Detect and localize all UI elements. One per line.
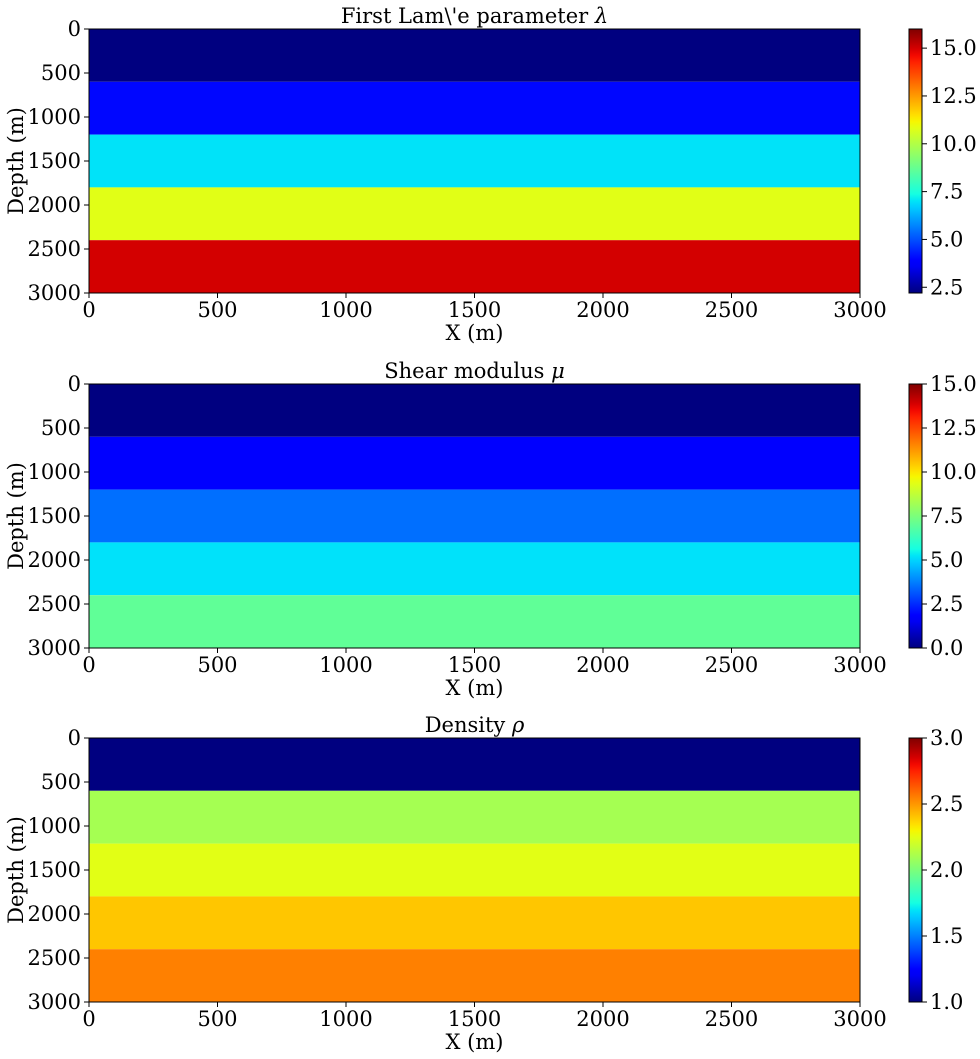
y-tick-label: 2000 — [28, 193, 81, 217]
colorbar-tick-label: 5.0 — [930, 548, 963, 572]
x-tick-label: 0 — [82, 1007, 95, 1031]
y-tick-label: 500 — [41, 770, 81, 794]
x-axis-label: X (m) — [446, 676, 504, 700]
y-tick-label: 1500 — [28, 149, 81, 173]
layer-3 — [89, 187, 860, 241]
colorbar-tick-label: 5.0 — [930, 227, 963, 251]
colorbar-tick-label: 12.5 — [930, 84, 977, 108]
colorbar-tick-label: 0.0 — [930, 636, 963, 660]
x-tick-label: 1000 — [319, 653, 372, 677]
x-axis-label: X (m) — [446, 321, 504, 345]
x-tick-label: 3000 — [833, 298, 886, 322]
layer-4 — [89, 595, 860, 648]
x-tick-label: 2500 — [705, 1007, 758, 1031]
x-tick-label: 2000 — [576, 1007, 629, 1031]
y-tick-label: 3000 — [28, 281, 81, 305]
y-tick-label: 3000 — [28, 636, 81, 660]
layer-3 — [89, 542, 860, 596]
colorbar-tick-label: 15.0 — [930, 372, 977, 396]
colorbar-tick-label: 7.5 — [930, 180, 963, 204]
layer-1 — [89, 790, 860, 844]
chart-title: Density ρ — [425, 713, 525, 737]
colorbar — [908, 383, 923, 649]
x-tick-label: 2500 — [705, 298, 758, 322]
layer-3 — [89, 896, 860, 950]
colorbar-tick-label: 2.0 — [930, 858, 963, 882]
y-tick-label: 2000 — [28, 902, 81, 926]
y-tick-label: 1000 — [28, 105, 81, 129]
x-tick-label: 1000 — [319, 1007, 372, 1031]
y-tick-label: 0 — [68, 726, 81, 750]
x-tick-label: 1000 — [319, 298, 372, 322]
y-tick-label: 0 — [68, 17, 81, 41]
y-tick-label: 500 — [41, 416, 81, 440]
x-tick-label: 2000 — [576, 653, 629, 677]
y-tick-label: 1500 — [28, 858, 81, 882]
layer-1 — [89, 81, 860, 135]
layer-4 — [89, 240, 860, 293]
y-axis-label: Depth (m) — [4, 816, 28, 924]
colorbar-tick-label: 2.5 — [930, 792, 963, 816]
x-tick-label: 1500 — [448, 298, 501, 322]
y-tick-label: 1000 — [28, 814, 81, 838]
layer-0 — [89, 29, 860, 82]
x-tick-label: 1500 — [448, 1007, 501, 1031]
layer-1 — [89, 436, 860, 490]
colorbar — [908, 737, 923, 1003]
x-tick-label: 3000 — [833, 653, 886, 677]
colorbar-tick-label: 12.5 — [930, 416, 977, 440]
layer-2 — [89, 134, 860, 188]
x-tick-label: 500 — [197, 1007, 237, 1031]
y-axis-label: Depth (m) — [4, 107, 28, 215]
y-axis-label: Depth (m) — [4, 462, 28, 570]
colorbar-tick-label: 2.5 — [930, 275, 963, 299]
layer-0 — [89, 738, 860, 791]
x-tick-label: 2000 — [576, 298, 629, 322]
x-tick-label: 0 — [82, 653, 95, 677]
x-tick-label: 500 — [197, 298, 237, 322]
colorbar-tick-label: 1.5 — [930, 924, 963, 948]
density-panel: 0 500 1000 1500 2000 2500 30000500100015002000… — [4, 713, 963, 1054]
y-tick-label: 1000 — [28, 460, 81, 484]
lame-lambda-panel: 0 500 1000 1500 2000 2500 30000500100015002000… — [4, 4, 977, 345]
chart-title: Shear modulus μ — [384, 359, 564, 383]
y-tick-label: 2500 — [28, 592, 81, 616]
colorbar-tick-label: 7.5 — [930, 504, 963, 528]
colorbar — [908, 28, 923, 294]
x-tick-label: 0 — [82, 298, 95, 322]
y-tick-label: 1500 — [28, 504, 81, 528]
y-tick-label: 0 — [68, 372, 81, 396]
x-tick-label: 500 — [197, 653, 237, 677]
y-tick-label: 2500 — [28, 237, 81, 261]
layer-4 — [89, 949, 860, 1002]
y-tick-label: 2500 — [28, 946, 81, 970]
colorbar-tick-label: 2.5 — [930, 592, 963, 616]
y-tick-label: 2000 — [28, 548, 81, 572]
shear-modulus-panel: 0 500 1000 1500 2000 2500 30000500100015002000… — [4, 359, 977, 700]
x-tick-label: 3000 — [833, 1007, 886, 1031]
y-tick-label: 3000 — [28, 990, 81, 1014]
colorbar-tick-label: 1.0 — [930, 990, 963, 1014]
colorbar-tick-label: 3.0 — [930, 726, 963, 750]
colorbar-tick-label: 10.0 — [930, 460, 977, 484]
layer-2 — [89, 843, 860, 897]
y-tick-label: 500 — [41, 61, 81, 85]
chart-title: First Lam\'e parameter λ — [341, 4, 608, 28]
colorbar-tick-label: 10.0 — [930, 132, 977, 156]
x-tick-label: 1500 — [448, 653, 501, 677]
x-axis-label: X (m) — [446, 1030, 504, 1054]
colorbar-tick-label: 15.0 — [930, 36, 977, 60]
x-tick-label: 2500 — [705, 653, 758, 677]
layer-0 — [89, 384, 860, 437]
layer-2 — [89, 489, 860, 543]
